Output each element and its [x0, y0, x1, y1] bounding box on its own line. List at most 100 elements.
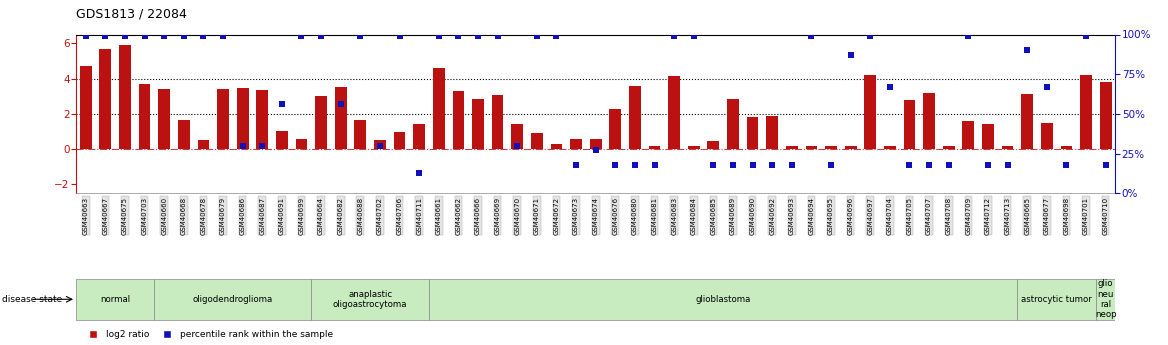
Text: GSM40711: GSM40711	[416, 197, 422, 235]
Text: GSM40693: GSM40693	[788, 197, 794, 235]
Text: GSM40696: GSM40696	[848, 197, 854, 235]
Point	[1057, 162, 1076, 167]
Text: GSM40685: GSM40685	[710, 197, 716, 235]
Text: GSM40671: GSM40671	[534, 197, 540, 235]
Text: GSM40699: GSM40699	[299, 197, 305, 235]
Bar	[433, 68, 445, 149]
Bar	[923, 93, 936, 149]
Text: GSM40692: GSM40692	[770, 197, 776, 235]
Text: GSM40663: GSM40663	[83, 197, 89, 235]
Bar	[197, 140, 209, 149]
Bar	[237, 88, 249, 149]
Bar	[766, 117, 778, 149]
Bar	[786, 146, 798, 149]
Text: glioblastoma: glioblastoma	[695, 295, 751, 304]
Bar	[648, 146, 660, 149]
Text: GSM40702: GSM40702	[377, 197, 383, 235]
Bar	[531, 133, 543, 149]
Bar	[728, 99, 739, 149]
Bar	[570, 139, 582, 149]
Text: GSM40677: GSM40677	[1044, 197, 1050, 235]
Bar	[688, 146, 700, 149]
Bar	[844, 146, 856, 149]
Text: glio
neu
ral
neop: glio neu ral neop	[1094, 279, 1117, 319]
Point	[802, 33, 821, 39]
Point	[724, 162, 743, 167]
Text: GSM40689: GSM40689	[730, 197, 736, 235]
Text: GSM40707: GSM40707	[926, 197, 932, 235]
Bar	[668, 76, 680, 149]
Point	[645, 162, 663, 167]
Bar	[708, 141, 719, 149]
Point	[292, 33, 311, 39]
Bar	[354, 120, 367, 149]
Point	[528, 33, 547, 39]
Point	[979, 162, 997, 167]
Point	[783, 162, 801, 167]
Bar	[1061, 147, 1072, 149]
Bar	[99, 49, 111, 149]
Point	[881, 84, 899, 90]
Bar	[746, 117, 758, 149]
Point	[370, 143, 389, 148]
Bar	[825, 146, 837, 149]
Point	[999, 162, 1017, 167]
Point	[684, 33, 703, 39]
Point	[508, 143, 527, 148]
Bar	[610, 109, 621, 149]
Point	[586, 148, 605, 153]
Bar	[864, 75, 876, 149]
Point	[901, 162, 919, 167]
Bar	[590, 139, 602, 149]
Text: GSM40710: GSM40710	[1103, 197, 1108, 235]
Text: GSM40691: GSM40691	[279, 197, 285, 235]
Text: GSM40667: GSM40667	[103, 197, 109, 235]
Text: GSM40679: GSM40679	[220, 197, 227, 235]
Text: GSM40706: GSM40706	[397, 197, 403, 235]
Bar	[315, 96, 327, 149]
Text: astrocytic tumor: astrocytic tumor	[1021, 295, 1092, 304]
Text: GSM40694: GSM40694	[808, 197, 814, 235]
Text: GSM40687: GSM40687	[259, 197, 265, 235]
Text: GSM40695: GSM40695	[828, 197, 834, 235]
Point	[626, 162, 645, 167]
Point	[174, 33, 193, 39]
Text: normal: normal	[100, 295, 130, 304]
Bar	[1041, 123, 1052, 149]
Point	[155, 33, 174, 39]
Bar	[79, 66, 91, 149]
Text: GSM40698: GSM40698	[1063, 197, 1070, 235]
Point	[704, 162, 723, 167]
Text: anaplastic
oligoastrocytoma: anaplastic oligoastrocytoma	[333, 289, 408, 309]
Text: GSM40701: GSM40701	[1083, 197, 1089, 235]
Bar	[962, 121, 974, 149]
Point	[96, 33, 114, 39]
Point	[312, 33, 331, 39]
Point	[135, 33, 154, 39]
Point	[76, 33, 95, 39]
Legend: log2 ratio, percentile rank within the sample: log2 ratio, percentile rank within the s…	[81, 327, 336, 343]
Point	[116, 33, 134, 39]
Point	[332, 101, 350, 107]
Bar	[413, 124, 425, 149]
Text: GSM40673: GSM40673	[573, 197, 579, 235]
Point	[449, 33, 467, 39]
Point	[606, 162, 625, 167]
Text: oligodendroglioma: oligodendroglioma	[193, 295, 273, 304]
Text: GSM40683: GSM40683	[672, 197, 677, 235]
FancyBboxPatch shape	[312, 279, 429, 320]
Text: GSM40686: GSM40686	[239, 197, 245, 235]
Point	[253, 143, 272, 148]
Text: GSM40676: GSM40676	[612, 197, 618, 235]
Point	[547, 33, 565, 39]
Text: GSM40712: GSM40712	[985, 197, 990, 235]
Text: GSM40668: GSM40668	[181, 197, 187, 235]
Point	[822, 162, 841, 167]
Text: GSM40684: GSM40684	[690, 197, 697, 235]
FancyBboxPatch shape	[76, 279, 154, 320]
FancyBboxPatch shape	[1096, 279, 1115, 320]
Text: GSM40660: GSM40660	[161, 197, 167, 235]
Text: GSM40713: GSM40713	[1004, 197, 1010, 235]
Bar	[119, 45, 131, 149]
Bar	[512, 124, 523, 149]
